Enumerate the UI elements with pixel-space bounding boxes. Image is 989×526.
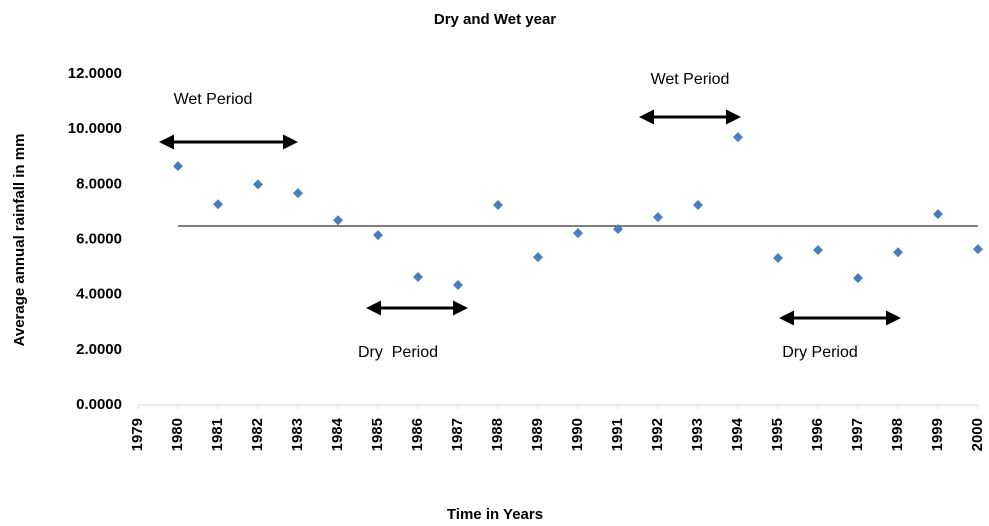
annotation: Wet Period <box>174 91 253 108</box>
y-tick-label: 8.0000 <box>76 175 122 192</box>
period-arrows <box>159 109 901 326</box>
point <box>293 188 303 199</box>
chart-title: Dry and Wet year <box>434 11 556 28</box>
x-tick-label: 1989 <box>529 418 546 451</box>
annotation: Dry Period <box>782 344 858 361</box>
x-tick-label: 1979 <box>129 418 146 451</box>
point <box>333 215 343 226</box>
annotation: Dry Period <box>358 344 438 361</box>
x-tick-label: 1995 <box>769 418 786 451</box>
point <box>853 273 863 284</box>
point <box>573 228 583 239</box>
x-tick-label: 1988 <box>489 418 506 451</box>
point <box>453 280 463 291</box>
y-tick-label: 6.0000 <box>76 230 122 247</box>
point <box>813 244 823 255</box>
x-tick-label: 1987 <box>449 418 466 451</box>
x-axis-label: Time in Years <box>447 506 543 523</box>
y-tick-label: 10.0000 <box>68 120 122 137</box>
point <box>173 161 183 172</box>
y-axis-label: Average annual rainfall in mm <box>11 134 28 347</box>
x-tick-label: 1993 <box>689 418 706 451</box>
x-tick-label: 1996 <box>809 418 826 451</box>
point <box>493 200 503 211</box>
x-tick-label: 1991 <box>609 418 626 451</box>
x-tick-label: 1999 <box>929 418 946 451</box>
point <box>933 209 943 220</box>
x-tick-label: 2000 <box>969 418 986 451</box>
x-tick-label: 1990 <box>569 418 586 451</box>
point <box>373 230 383 241</box>
x-tick-label: 1981 <box>209 418 226 451</box>
x-tick-label: 1997 <box>849 418 866 451</box>
x-tick-label: 1983 <box>289 418 306 451</box>
x-tick-label: 1994 <box>729 417 746 451</box>
x-tick-label: 1984 <box>329 417 346 451</box>
y-tick-label: 4.0000 <box>76 286 122 303</box>
x-tick-label: 1998 <box>889 418 906 451</box>
point <box>253 179 263 190</box>
y-tick-label: 12.0000 <box>68 65 122 82</box>
point <box>653 212 663 223</box>
x-tick-label: 1986 <box>409 418 426 451</box>
point <box>733 132 743 143</box>
y-tick-label: 2.0000 <box>76 341 122 358</box>
x-tick-label: 1985 <box>369 418 386 451</box>
point <box>413 272 423 283</box>
x-tick-label: 1980 <box>169 418 186 451</box>
point <box>973 244 983 255</box>
point <box>693 200 703 211</box>
point <box>533 252 543 263</box>
annotation: Wet Period <box>651 71 730 88</box>
point <box>893 247 903 258</box>
x-tick-label: 1982 <box>249 418 266 451</box>
x-tick-label: 1992 <box>649 418 666 451</box>
point <box>773 252 783 263</box>
point <box>213 199 223 210</box>
y-tick-label: 0.0000 <box>76 396 122 413</box>
point <box>613 224 623 235</box>
